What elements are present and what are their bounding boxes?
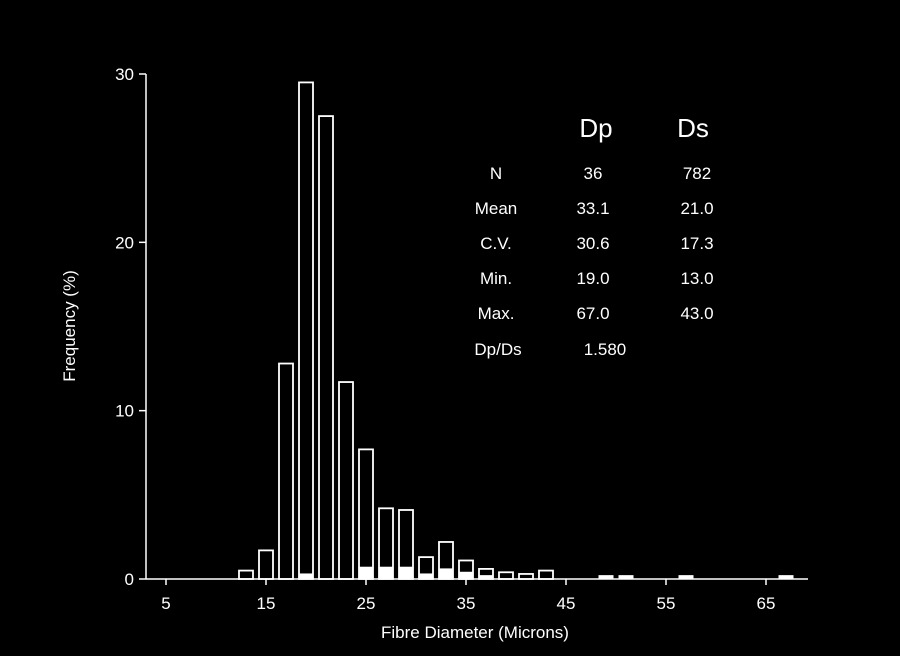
ds-bar [298, 81, 314, 580]
x-axis-ticks: 5 15 25 35 45 55 65 [161, 579, 775, 613]
dp-bar [678, 575, 694, 580]
x-tick-label: 25 [357, 594, 376, 613]
dp-bar [418, 573, 434, 580]
stats-ratio-value: 1.580 [584, 340, 627, 359]
ds-bar [518, 573, 534, 580]
stats-row-label: N [490, 164, 502, 183]
ds-bars [238, 81, 554, 580]
y-tick-label: 20 [115, 233, 134, 252]
stats-row-label: Min. [480, 269, 512, 288]
x-tick-label: 5 [161, 594, 170, 613]
stats-row-ds: 17.3 [680, 234, 713, 253]
dp-bar [358, 566, 374, 580]
dp-bar [398, 566, 414, 580]
y-axis-title: Frequency (%) [60, 270, 79, 381]
stats-table: Dp Ds N 36 782 Mean 33.1 21.0 C.V. 30.6 … [474, 113, 713, 359]
plot-frame [145, 74, 808, 580]
stats-header-ds: Ds [677, 113, 709, 143]
dp-bar [618, 575, 634, 580]
stats-row-dp: 33.1 [576, 199, 609, 218]
stats-row-dp: 19.0 [576, 269, 609, 288]
x-tick-label: 35 [457, 594, 476, 613]
stats-row-label: C.V. [480, 234, 512, 253]
x-tick-label: 55 [657, 594, 676, 613]
x-tick-label: 45 [557, 594, 576, 613]
dp-bar [458, 571, 474, 580]
stats-row-ds: 782 [683, 164, 711, 183]
stats-row-label: Mean [475, 199, 518, 218]
stats-row-dp: 67.0 [576, 304, 609, 323]
dp-bar [378, 566, 394, 580]
stats-row-dp: 30.6 [576, 234, 609, 253]
stats-row-ds: 13.0 [680, 269, 713, 288]
ds-bar [498, 571, 514, 580]
ds-bar [358, 448, 374, 580]
dp-bars [298, 566, 794, 580]
stats-row-ds: 21.0 [680, 199, 713, 218]
y-tick-label: 10 [115, 402, 134, 421]
ds-bar [278, 362, 294, 580]
stats-ratio-label: Dp/Ds [474, 340, 521, 359]
dp-bar [778, 575, 794, 580]
x-axis-title: Fibre Diameter (Microns) [381, 623, 569, 642]
y-tick-label: 0 [125, 570, 134, 589]
y-axis-ticks: 0 10 20 30 [115, 65, 146, 589]
stats-row-dp: 36 [584, 164, 603, 183]
stats-row-label: Max. [478, 304, 515, 323]
ds-bar [238, 569, 254, 580]
ds-bar [258, 549, 274, 580]
dp-bar [438, 568, 454, 580]
stats-row-ds: 43.0 [680, 304, 713, 323]
x-tick-label: 65 [757, 594, 776, 613]
ds-bar [318, 115, 334, 580]
dp-bar [298, 573, 314, 580]
x-tick-label: 15 [257, 594, 276, 613]
ds-bar [538, 569, 554, 580]
y-tick-label: 30 [115, 65, 134, 84]
dp-bar [478, 575, 494, 580]
dp-bar [598, 575, 614, 580]
ds-bar [338, 381, 354, 580]
stats-header-dp: Dp [579, 113, 612, 143]
